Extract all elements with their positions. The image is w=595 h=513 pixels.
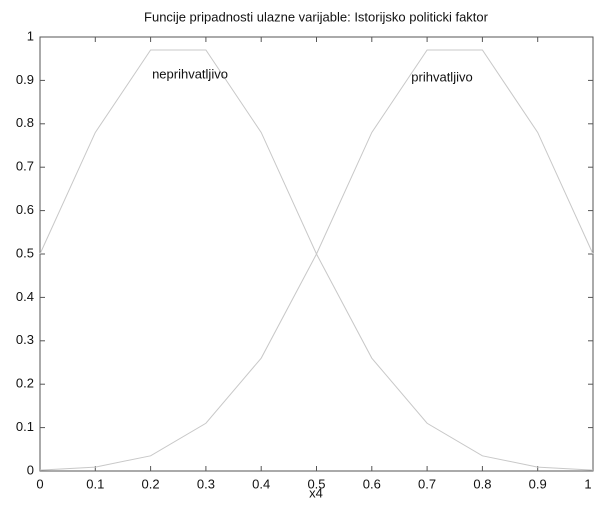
y-tick-label: 0.9 <box>16 72 34 87</box>
y-tick-label: 1 <box>27 28 34 43</box>
x-tick-label: 0.2 <box>142 476 160 491</box>
x-tick-label: 0.7 <box>418 476 436 491</box>
y-tick-label: 0.4 <box>16 289 34 304</box>
membership-line <box>39 49 594 471</box>
mf-label: neprihvatljivo <box>152 66 228 81</box>
x-axis-label: x4 <box>309 485 323 500</box>
x-tick-label: 0.5 <box>307 476 325 491</box>
y-tick-label: 0.2 <box>16 376 34 391</box>
y-tick-label: 0.6 <box>16 202 34 217</box>
y-tick-label: 0.3 <box>16 332 34 347</box>
x-tick-label: 0.9 <box>529 476 547 491</box>
y-tick-label: 0.7 <box>16 159 34 174</box>
x-tick-label: 0 <box>36 476 43 491</box>
y-tick-label: 0.8 <box>16 115 34 130</box>
x-tick-label: 1 <box>584 476 591 491</box>
x-tick-label: 0.4 <box>252 476 270 491</box>
y-tick-label: 0.5 <box>16 245 34 260</box>
y-tick-label: 0 <box>27 462 34 477</box>
membership-line <box>39 49 594 471</box>
y-tick-label: 0.1 <box>16 419 34 434</box>
mf-label: prihvatljivo <box>411 69 472 84</box>
x-tick-label: 0.8 <box>473 476 491 491</box>
chart-title: Funcije pripadnosti ulazne varijable: Is… <box>144 9 489 24</box>
x-tick-label: 0.1 <box>86 476 104 491</box>
x-tick-label: 0.6 <box>363 476 381 491</box>
x-tick-label: 0.3 <box>197 476 215 491</box>
